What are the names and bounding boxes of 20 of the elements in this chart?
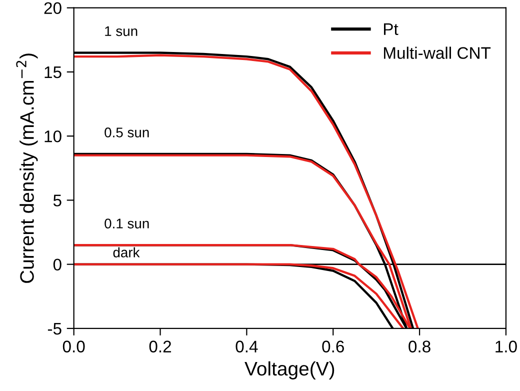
y-tick-label: 10: [44, 130, 62, 142]
annotation: 1 sun: [105, 26, 138, 36]
x-tick-label: 0.8: [408, 340, 430, 352]
x-axis-title: Voltage(V): [244, 361, 334, 380]
y-tick-label: 0: [53, 258, 62, 271]
annotation: dark: [113, 247, 140, 258]
annotation: 0.1 sun: [104, 218, 149, 228]
y-tick-label: 5: [53, 194, 62, 206]
annotation: 0.5 sun: [104, 128, 149, 138]
x-tick-label: 1.0: [496, 340, 517, 352]
legend-label: Multi-wall CNT: [384, 46, 491, 59]
y-tick-label: -5: [48, 323, 62, 335]
y-axis-title: Current density (mA.cm$^{−2}$): [16, 54, 38, 283]
y-tick-label: 20: [44, 2, 62, 14]
x-tick-label: 0.2: [149, 340, 172, 352]
x-tick-label: 0.4: [236, 340, 258, 352]
x-tick-label: 0.6: [322, 340, 344, 352]
y-tick-label: 15: [44, 66, 62, 78]
x-tick-label: 0.0: [62, 340, 85, 352]
legend-label: Pt: [384, 23, 398, 36]
